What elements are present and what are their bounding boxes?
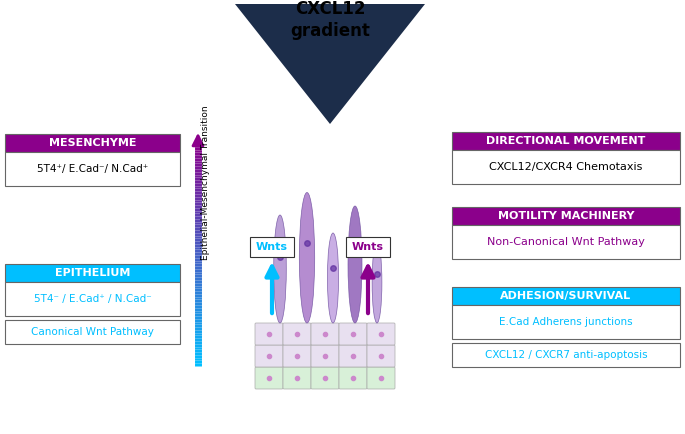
FancyBboxPatch shape [5, 264, 180, 282]
Text: Canonical Wnt Pathway: Canonical Wnt Pathway [31, 327, 154, 337]
Polygon shape [235, 4, 425, 124]
FancyBboxPatch shape [250, 237, 294, 257]
FancyBboxPatch shape [452, 343, 680, 367]
Ellipse shape [348, 206, 362, 323]
Ellipse shape [327, 233, 338, 323]
Text: Epithelial-Mesenchymal Transition: Epithelial-Mesenchymal Transition [201, 105, 210, 260]
FancyBboxPatch shape [283, 367, 311, 389]
Text: 5T4⁺/ E.Cad⁻/ N.Cad⁺: 5T4⁺/ E.Cad⁻/ N.Cad⁺ [37, 164, 148, 174]
Ellipse shape [274, 215, 286, 323]
FancyBboxPatch shape [5, 152, 180, 186]
FancyBboxPatch shape [283, 345, 311, 367]
Text: Wnts: Wnts [352, 242, 384, 252]
Ellipse shape [372, 242, 382, 323]
FancyBboxPatch shape [5, 320, 180, 344]
Ellipse shape [299, 193, 314, 323]
FancyBboxPatch shape [5, 282, 180, 316]
FancyBboxPatch shape [255, 323, 283, 345]
Text: Wnts: Wnts [256, 242, 288, 252]
FancyBboxPatch shape [283, 323, 311, 345]
FancyBboxPatch shape [311, 345, 339, 367]
FancyBboxPatch shape [311, 323, 339, 345]
Text: E.Cad Adherens junctions: E.Cad Adherens junctions [499, 317, 633, 327]
FancyBboxPatch shape [5, 134, 180, 152]
Text: CXCL12 / CXCR7 anti-apoptosis: CXCL12 / CXCR7 anti-apoptosis [485, 350, 647, 360]
FancyBboxPatch shape [452, 225, 680, 259]
Text: EPITHELIUM: EPITHELIUM [55, 268, 130, 278]
FancyBboxPatch shape [346, 237, 390, 257]
Text: MESENCHYME: MESENCHYME [49, 138, 136, 148]
Text: MOTILITY MACHINERY: MOTILITY MACHINERY [498, 211, 634, 221]
FancyBboxPatch shape [452, 305, 680, 339]
Text: CXCL12
gradient: CXCL12 gradient [290, 0, 370, 40]
Text: Non-Canonical Wnt Pathway: Non-Canonical Wnt Pathway [487, 237, 645, 247]
FancyBboxPatch shape [339, 367, 367, 389]
Text: CXCL12/CXCR4 Chemotaxis: CXCL12/CXCR4 Chemotaxis [489, 162, 643, 172]
FancyBboxPatch shape [339, 345, 367, 367]
FancyBboxPatch shape [452, 207, 680, 225]
Text: ADHESION/SURVIVAL: ADHESION/SURVIVAL [501, 291, 632, 301]
FancyBboxPatch shape [367, 345, 395, 367]
FancyBboxPatch shape [255, 367, 283, 389]
FancyBboxPatch shape [311, 367, 339, 389]
FancyBboxPatch shape [452, 132, 680, 150]
FancyBboxPatch shape [367, 367, 395, 389]
FancyBboxPatch shape [452, 150, 680, 184]
Text: DIRECTIONAL MOVEMENT: DIRECTIONAL MOVEMENT [486, 136, 646, 146]
FancyBboxPatch shape [255, 345, 283, 367]
FancyBboxPatch shape [367, 323, 395, 345]
FancyBboxPatch shape [339, 323, 367, 345]
FancyBboxPatch shape [452, 287, 680, 305]
Text: 5T4⁻ / E.Cad⁺ / N.Cad⁻: 5T4⁻ / E.Cad⁺ / N.Cad⁻ [34, 294, 151, 304]
